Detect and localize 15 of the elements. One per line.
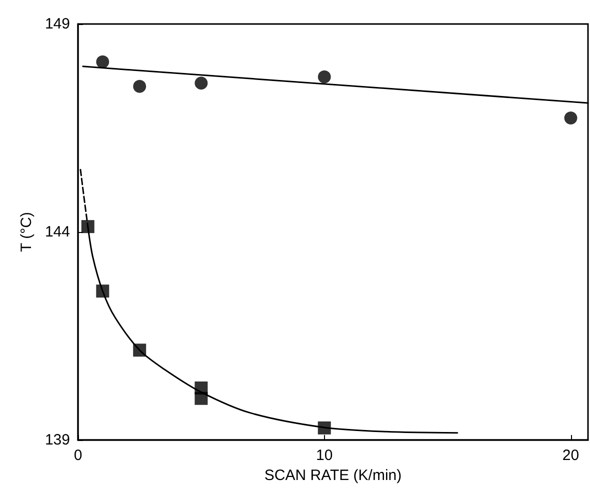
point bbox=[133, 80, 146, 93]
point bbox=[96, 55, 110, 68]
point bbox=[318, 70, 331, 84]
x-tick-label: 10 bbox=[316, 447, 333, 464]
point bbox=[194, 76, 208, 90]
point bbox=[564, 112, 578, 125]
point bbox=[194, 392, 208, 405]
y-tick-label: 149 bbox=[44, 16, 70, 32]
point bbox=[81, 220, 94, 234]
x-axis-title: SCAN RATE (K/min) bbox=[264, 467, 402, 484]
y-tick-label: 139 bbox=[44, 432, 70, 448]
x-tick-label: 0 bbox=[74, 447, 82, 464]
x-tick-label: 20 bbox=[562, 447, 580, 464]
y-tick-label: 144 bbox=[44, 224, 70, 240]
y-axis-title: T (°C) bbox=[18, 212, 36, 252]
